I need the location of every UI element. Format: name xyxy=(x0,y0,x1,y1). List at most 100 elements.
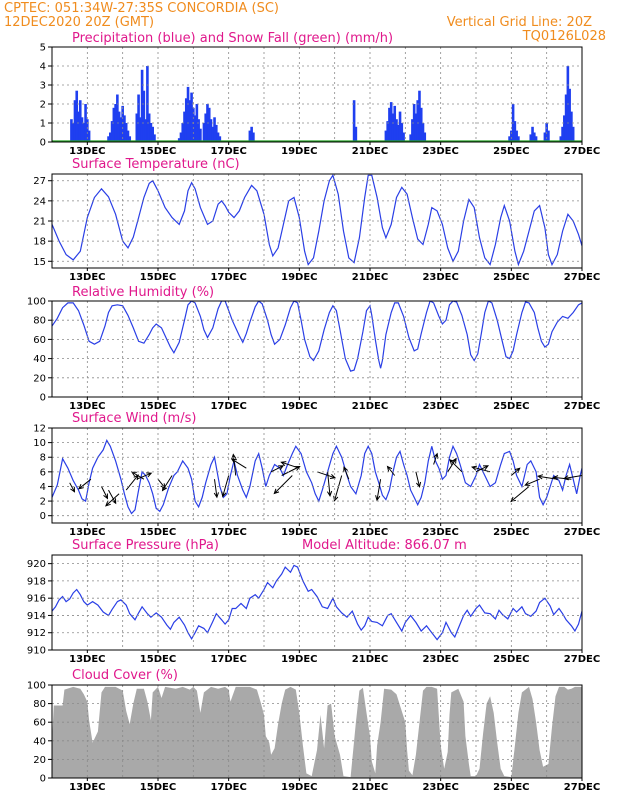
x-tick-label: 13DEC xyxy=(69,654,105,665)
x-tick-label: 27DEC xyxy=(564,272,600,283)
precip-bar xyxy=(139,117,142,142)
series-line xyxy=(52,439,582,515)
precip-bar xyxy=(543,132,547,142)
wind-vector xyxy=(510,467,521,476)
precip-bar xyxy=(421,123,425,142)
precip-bar xyxy=(119,117,123,142)
y-tick-label: 80 xyxy=(33,316,46,327)
precip-bar xyxy=(190,92,193,142)
x-tick-label: 23DEC xyxy=(422,782,458,793)
precip-bar xyxy=(561,126,564,142)
x-tick-label: 23DEC xyxy=(422,527,458,538)
precip-bar xyxy=(126,130,130,142)
wind-vector xyxy=(221,475,230,498)
x-tick-label: 15DEC xyxy=(140,527,176,538)
y-tick-label: 60 xyxy=(33,718,46,729)
y-tick-label: 914 xyxy=(27,611,46,622)
precip-bar xyxy=(529,134,533,142)
precip-bar xyxy=(193,115,197,142)
panel-title: Surface Temperature (nC) xyxy=(72,157,240,172)
x-tick-label: 19DEC xyxy=(281,401,317,412)
precip-bar xyxy=(563,115,566,142)
x-tick-label: 19DEC xyxy=(281,272,317,283)
panel-title: Surface Wind (m/s) xyxy=(72,411,196,426)
precip-bar xyxy=(117,111,121,142)
wind-vector xyxy=(510,486,530,503)
precip-bar xyxy=(547,130,550,142)
wind-vector xyxy=(281,465,301,476)
precip-bar xyxy=(124,123,128,142)
precip-bar xyxy=(211,126,215,142)
panel-frame xyxy=(51,46,583,143)
wind-vector xyxy=(386,465,396,476)
precip-bar xyxy=(135,113,139,142)
precip-bar xyxy=(568,88,571,142)
wind-vector xyxy=(78,478,92,490)
precip-bar xyxy=(186,86,190,142)
panel-1: Surface Temperature (nC) 15 18 21 24 27 13DEC 1… xyxy=(33,157,600,283)
precip-bar xyxy=(202,123,206,142)
wind-vector xyxy=(101,486,109,500)
precip-bar xyxy=(213,117,216,142)
precip-bar xyxy=(411,119,414,142)
x-tick-label: 17DEC xyxy=(210,401,246,412)
x-tick-label: 21DEC xyxy=(352,401,388,412)
precip-bar xyxy=(140,69,144,142)
precip-bar xyxy=(179,132,183,142)
y-tick-label: 4 xyxy=(40,482,46,493)
precip-bar xyxy=(109,132,112,142)
panel-frame xyxy=(51,684,583,779)
precip-bar xyxy=(517,136,520,142)
precip-bar xyxy=(128,136,132,142)
wind-vector xyxy=(316,471,337,479)
x-tick-label: 17DEC xyxy=(210,146,246,157)
x-tick-label: 27DEC xyxy=(564,401,600,412)
x-tick-label: 27DEC xyxy=(564,527,600,538)
x-tick-label: 13DEC xyxy=(69,272,105,283)
wind-vector xyxy=(105,493,120,507)
x-tick-label: 15DEC xyxy=(140,146,176,157)
precip-bar xyxy=(354,126,358,142)
wind-vector xyxy=(161,475,173,492)
wind-vector xyxy=(333,475,343,502)
y-tick-label: 2 xyxy=(40,100,46,111)
wind-vector xyxy=(280,461,300,469)
precip-bar xyxy=(110,121,114,142)
precip-bar xyxy=(531,126,534,142)
cloud-cover-area xyxy=(52,686,582,778)
panel-2: Relative Humidity (%) 0 20 40 60 80 100 13DEC 15… xyxy=(27,285,600,412)
x-tick-label: 21DEC xyxy=(352,272,388,283)
precip-bar xyxy=(400,123,404,142)
panel-title: Precipitation (blue) and Snow Fall (gree… xyxy=(72,31,393,46)
precip-bar xyxy=(147,113,151,142)
x-tick-label: 21DEC xyxy=(352,527,388,538)
precip-bar xyxy=(181,123,185,142)
precip-bar xyxy=(75,90,79,142)
precip-bar xyxy=(508,136,511,142)
precip-bar xyxy=(564,94,568,142)
precip-bar xyxy=(571,126,575,142)
panel-5: Cloud Cover (%) 0 20 40 60 80 100 13DEC 15DEC 17D… xyxy=(27,668,600,793)
precip-bar xyxy=(218,136,222,142)
wind-vector xyxy=(449,458,463,473)
x-tick-label: 15DEC xyxy=(140,782,176,793)
y-tick-label: 916 xyxy=(27,594,46,605)
precip-bar xyxy=(137,94,140,142)
data-layer xyxy=(52,174,582,267)
wind-vector xyxy=(157,478,166,490)
wind-vector xyxy=(470,465,491,473)
precip-bar xyxy=(107,136,110,142)
wind-vector xyxy=(524,478,540,486)
precip-bar xyxy=(393,105,397,142)
x-tick-label: 13DEC xyxy=(69,527,105,538)
data-layer xyxy=(52,301,582,372)
x-tick-label: 13DEC xyxy=(69,782,105,793)
precip-bar xyxy=(250,126,253,142)
wind-vector xyxy=(475,465,490,473)
precip-bar xyxy=(70,119,73,142)
x-tick-label: 23DEC xyxy=(422,654,458,665)
x-tick-label: 19DEC xyxy=(281,146,317,157)
y-tick-label: 40 xyxy=(33,354,46,365)
y-tick-label: 27 xyxy=(33,176,46,187)
y-tick-label: 910 xyxy=(27,646,46,657)
